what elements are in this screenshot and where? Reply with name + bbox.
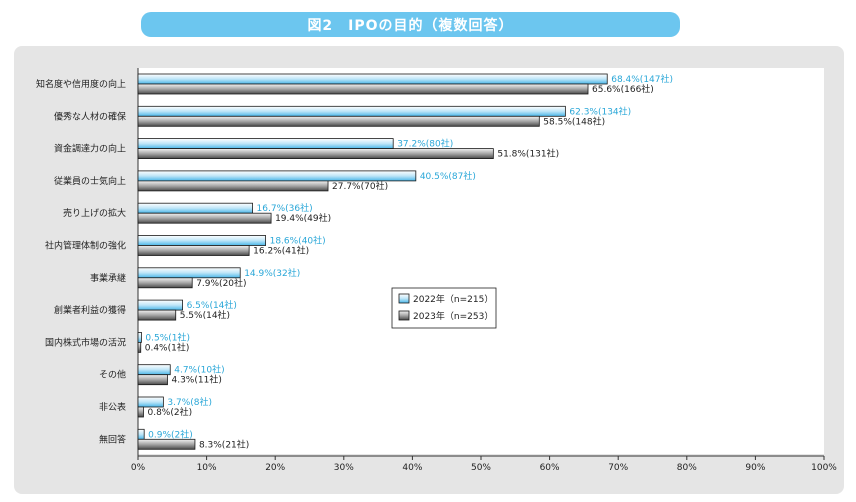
data-label: 51.8%(131社) [497,148,559,160]
chart-title: 図2 IPOの目的（複数回答） [141,12,680,37]
category-label: 知名度や信用度の向上 [36,78,126,90]
category-label: 国内株式市場の活況 [45,336,126,348]
data-label: 0.4%(1社) [145,341,190,353]
bar-2022 [137,396,164,408]
data-label: 5.5%(14社) [180,309,230,321]
bar-2023 [137,341,142,353]
category-label: 資金調達力の向上 [54,143,126,155]
data-label: 0.8%(2社) [147,406,192,418]
data-label: 6.5%(14社) [187,299,237,311]
bar-2022 [137,331,142,343]
category-label: 社内管理体制の強化 [45,240,126,252]
bar-2022 [137,202,253,214]
bar-2023 [137,406,144,418]
data-label: 37.2%(80社) [397,138,453,150]
data-label: 68.4%(147社) [611,73,673,85]
category-label: 従業員の士気向上 [54,175,126,187]
data-label: 27.7%(70社) [332,180,388,192]
data-label: 4.7%(10社) [174,364,224,376]
legend-swatch [398,310,410,321]
data-label: 0.5%(1社) [145,331,190,343]
data-label: 4.3%(11社) [171,374,221,386]
category-label: 売り上げの拡大 [63,207,126,219]
bar-2023 [137,148,494,160]
category-label: 事業承継 [90,272,126,284]
data-label: 58.5%(148社) [543,115,605,127]
bar-2023 [137,180,329,192]
data-label: 40.5%(87社) [420,170,476,182]
bar-2023 [137,115,540,127]
bar-2022 [137,299,183,311]
bar-2023 [137,277,193,289]
x-tick-label: 80% [677,463,697,473]
x-tick-label: 70% [608,463,628,473]
plot-area [138,68,824,454]
category-label: その他 [99,369,126,381]
bar-2023 [137,438,196,450]
bar-2022 [137,170,417,182]
x-tick-label: 100% [811,463,837,473]
x-tick-label: 30% [334,463,354,473]
bar-2022 [137,235,266,246]
x-tick-label: 90% [745,463,765,473]
bar-2022 [137,105,566,117]
data-label: 62.3%(134社) [569,105,631,117]
data-label: 19.4%(49社) [275,212,331,224]
bar-2023 [137,212,272,224]
bar-2023 [137,245,250,256]
data-label: 18.6%(40社) [270,235,326,247]
legend-label: 2023年（n=253） [413,310,493,322]
data-label: 16.2%(41社) [253,245,309,257]
bar-2023 [137,83,589,95]
data-label: 14.9%(32社) [244,267,300,279]
data-label: 3.7%(8社) [167,396,212,408]
legend-label: 2022年（n=215） [413,293,493,305]
x-tick-label: 20% [265,463,285,473]
data-label: 16.7%(36社) [257,202,313,214]
data-label: 8.3%(21社) [199,438,249,450]
x-tick-label: 10% [197,463,217,473]
bar-2022 [137,428,145,440]
data-label: 7.9%(20社) [196,277,246,289]
bar-2023 [137,309,177,321]
data-label: 0.9%(2社) [148,428,193,440]
legend-swatch [398,293,410,304]
category-label: 非公表 [99,401,126,413]
x-tick-label: 40% [402,463,422,473]
data-label: 65.6%(166社) [592,83,654,95]
bar-2022 [137,73,608,85]
x-tick-label: 50% [471,463,491,473]
x-tick-label: 0% [131,463,146,473]
x-tick-label: 60% [540,463,560,473]
category-label: 創業者利益の獲得 [54,304,126,316]
bar-2023 [137,374,168,386]
category-label: 無回答 [99,433,126,445]
bar-2022 [137,138,394,150]
bar-2022 [137,364,171,376]
bar-2022 [137,267,241,279]
category-label: 優秀な人材の確保 [54,110,126,122]
